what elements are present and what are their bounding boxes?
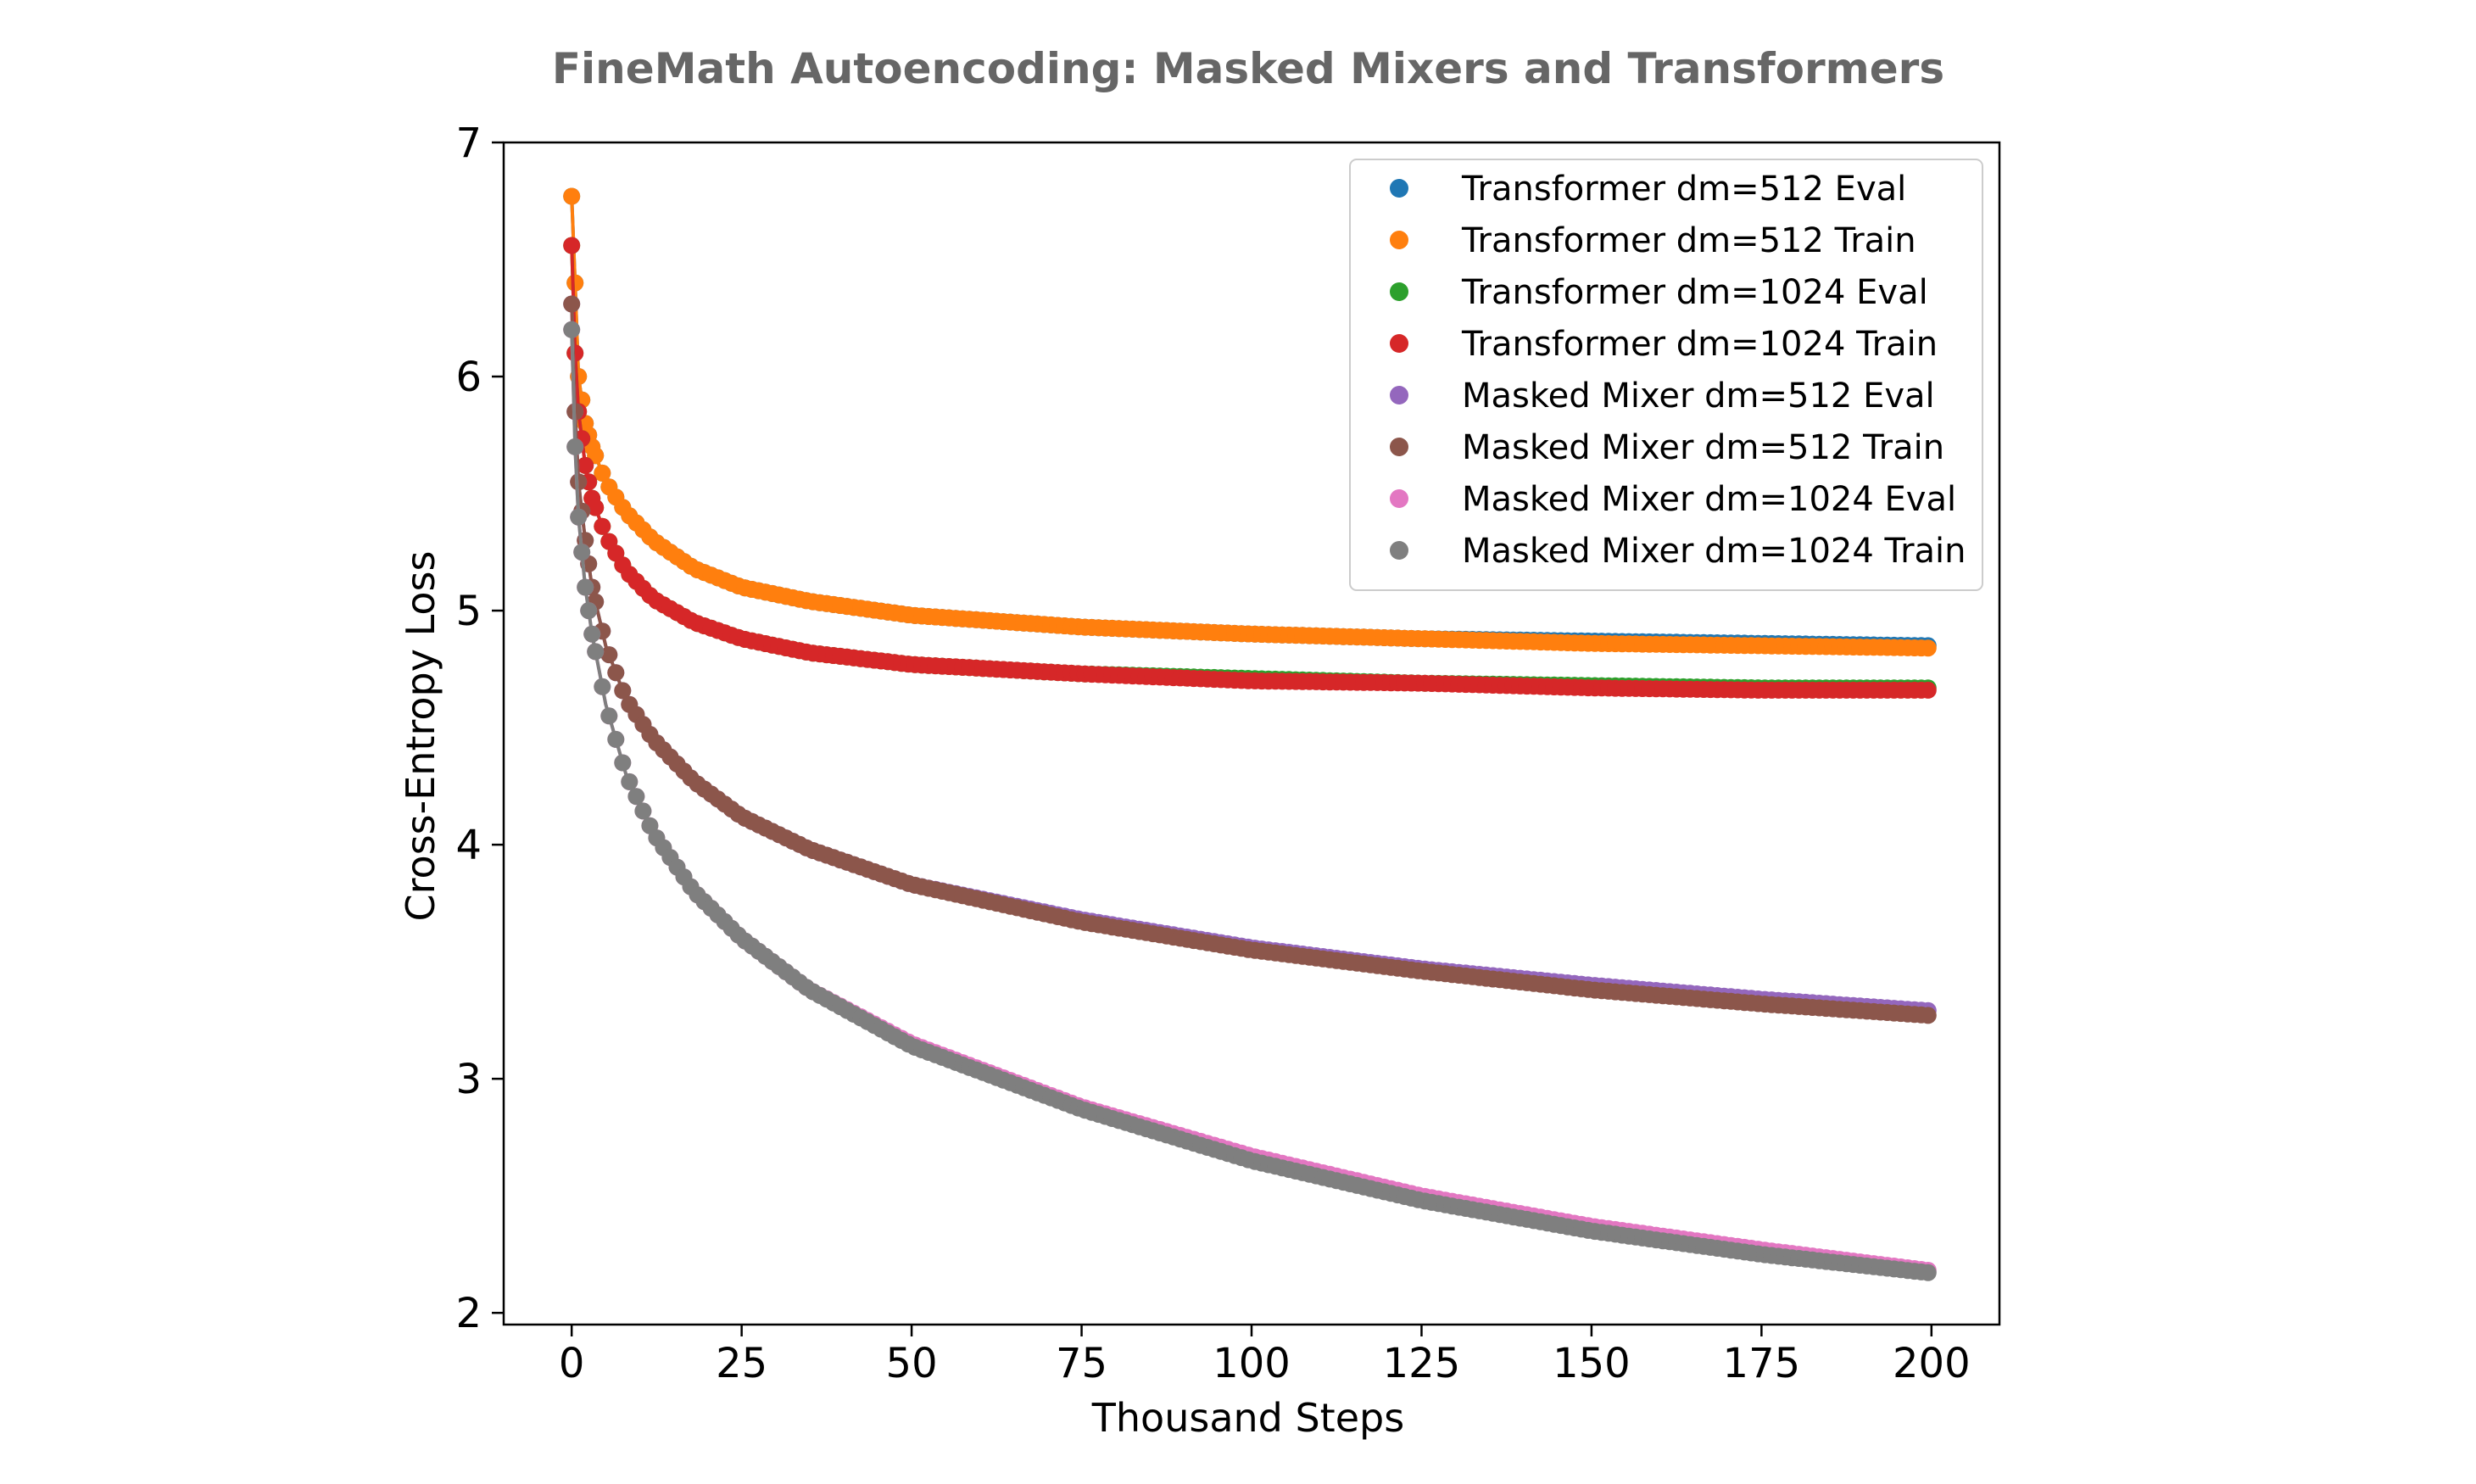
legend-label: Transformer dm=512 Eval [1461, 170, 1906, 209]
data-point [563, 187, 581, 205]
y-tick-label: 6 [455, 354, 482, 401]
plot-frame [502, 141, 2001, 1326]
legend-item: Masked Mixer dm=512 Eval [1390, 377, 1935, 416]
y-tick-label: 5 [455, 588, 482, 635]
legend-label: Masked Mixer dm=1024 Eval [1462, 480, 1956, 519]
series-5 [563, 295, 1937, 1024]
x-tick-label: 175 [1723, 1340, 1801, 1387]
data-point [607, 664, 625, 682]
legend-frame [1349, 159, 1983, 591]
data-point [583, 625, 601, 643]
y-tick-label: 2 [455, 1290, 482, 1337]
data-point [600, 646, 618, 664]
legend-label: Masked Mixer dm=1024 Train [1462, 532, 1966, 571]
data-point [614, 754, 632, 772]
legend-item: Masked Mixer dm=512 Train [1390, 428, 1944, 467]
legend-label: Transformer dm=512 Train [1461, 221, 1916, 260]
data-point [570, 508, 588, 526]
legend-item: Masked Mixer dm=1024 Eval [1390, 480, 1956, 519]
data-point [594, 517, 611, 535]
data-point [573, 544, 591, 561]
series-3 [563, 237, 1937, 699]
legend-marker [1390, 231, 1408, 249]
y-tick-label: 7 [455, 120, 482, 167]
series-1 [563, 187, 1937, 657]
data-point [1919, 1007, 1937, 1024]
data-point [577, 456, 594, 474]
x-tick-label: 25 [716, 1340, 767, 1387]
legend-marker [1390, 541, 1408, 560]
data-point [1919, 1264, 1937, 1281]
series-7 [563, 321, 1937, 1281]
data-point [594, 678, 611, 695]
x-tick-label: 125 [1383, 1340, 1461, 1387]
data-point [566, 274, 584, 292]
legend-label: Transformer dm=1024 Eval [1461, 273, 1928, 312]
legend: Transformer dm=512 Eval Transformer dm=51… [1349, 159, 1983, 591]
data-point [627, 788, 645, 806]
data-point [587, 499, 605, 516]
x-axis: 0 25 50 75 100 125 150 175 200 [559, 1325, 1971, 1387]
legend-item: Masked Mixer dm=1024 Train [1390, 532, 1966, 571]
legend-item: Transformer dm=512 Train [1390, 221, 1916, 260]
data-point [607, 730, 625, 748]
legend-label: Transformer dm=1024 Train [1461, 325, 1938, 364]
legend-label: Masked Mixer dm=512 Train [1462, 428, 1944, 467]
data-point [563, 237, 581, 254]
data-point [594, 464, 611, 482]
y-axis: 2 3 4 5 6 7 [455, 120, 504, 1337]
x-tick-label: 200 [1893, 1340, 1971, 1387]
legend-label: Masked Mixer dm=512 Eval [1462, 377, 1935, 416]
x-tick-label: 100 [1213, 1340, 1291, 1387]
legend-item: Transformer dm=512 Eval [1390, 170, 1906, 209]
legend-marker [1390, 334, 1408, 353]
x-tick-label: 150 [1553, 1340, 1631, 1387]
plot-area [563, 187, 1937, 1281]
chart-title: FineMath Autoencoding: Masked Mixers and… [552, 44, 1944, 93]
legend-marker [1390, 179, 1408, 198]
data-point [587, 643, 605, 661]
x-tick-label: 0 [559, 1340, 585, 1387]
x-tick-label: 75 [1056, 1340, 1107, 1387]
data-point [577, 578, 594, 596]
data-point [600, 707, 618, 725]
legend-marker [1390, 386, 1408, 404]
data-point [563, 295, 581, 313]
y-tick-label: 4 [455, 822, 482, 869]
data-point [634, 802, 652, 820]
data-point [580, 602, 598, 620]
data-point [614, 682, 632, 700]
data-point [621, 773, 639, 790]
legend-marker [1390, 438, 1408, 456]
y-axis-label: Cross-Entropy Loss [398, 551, 443, 922]
legend-item: Transformer dm=1024 Eval [1390, 273, 1928, 312]
data-point [566, 438, 584, 455]
data-point [563, 321, 581, 338]
data-point [1919, 681, 1937, 699]
legend-item: Transformer dm=1024 Train [1390, 325, 1938, 364]
legend-marker [1390, 489, 1408, 508]
x-tick-label: 50 [886, 1340, 938, 1387]
data-point [1919, 639, 1937, 657]
x-axis-label: Thousand Steps [1091, 1395, 1404, 1441]
y-tick-label: 3 [455, 1056, 482, 1103]
legend-marker [1390, 282, 1408, 301]
